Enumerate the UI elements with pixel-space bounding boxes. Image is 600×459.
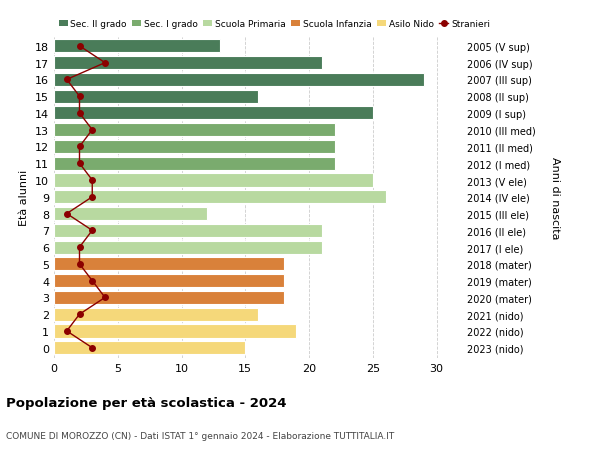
Bar [54,241,322,254]
Bar [54,274,284,288]
Bar [54,224,322,237]
Bar [54,124,335,137]
Legend: Sec. II grado, Sec. I grado, Scuola Primaria, Scuola Infanzia, Asilo Nido, Stran: Sec. II grado, Sec. I grado, Scuola Prim… [59,20,490,29]
Y-axis label: Anni di nascita: Anni di nascita [550,156,560,239]
Bar [54,291,284,304]
Bar [54,157,335,170]
Bar [54,258,284,271]
Bar [54,57,322,70]
Bar [54,74,424,87]
Bar [54,325,296,338]
Text: COMUNE DI MOROZZO (CN) - Dati ISTAT 1° gennaio 2024 - Elaborazione TUTTITALIA.IT: COMUNE DI MOROZZO (CN) - Dati ISTAT 1° g… [6,431,394,440]
Bar [54,174,373,187]
Bar [54,191,386,204]
Bar [54,308,258,321]
Text: Popolazione per età scolastica - 2024: Popolazione per età scolastica - 2024 [6,396,287,409]
Y-axis label: Età alunni: Età alunni [19,169,29,225]
Bar [54,140,335,154]
Bar [54,40,220,53]
Bar [54,90,258,103]
Bar [54,341,245,354]
Bar [54,107,373,120]
Bar [54,207,207,221]
